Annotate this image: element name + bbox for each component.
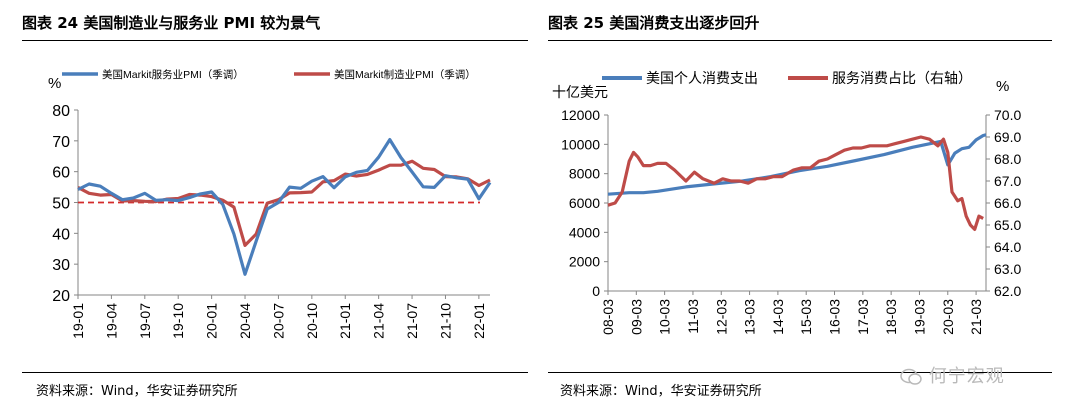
x-tick-label: 13-03 [742, 299, 758, 335]
y-right-tick-label: 62.0 [994, 283, 1021, 299]
x-tick-label: 19-04 [103, 303, 119, 339]
x-tick-label: 22-01 [471, 303, 487, 339]
legend-label: 美国Markit服务业PMI（季调） [102, 68, 244, 81]
y-left-tick-label: 6000 [569, 195, 600, 211]
left-title-rule [22, 40, 528, 41]
x-tick-label: 21-01 [337, 303, 353, 339]
x-tick-label: 11-03 [685, 299, 701, 334]
chart-consumption: 十亿美元 % 0 2000 4000 6000 8000 10000 12000 62.0 63.0… [552, 70, 1021, 335]
y-left-tick-label: 8000 [569, 166, 600, 182]
x-tick-label: 15-03 [798, 299, 814, 335]
x-tick-label: 20-03 [940, 299, 956, 335]
x-tick-label: 10-03 [657, 299, 673, 335]
right-source-note: 资料来源：Wind，华安证券研究所 [560, 384, 762, 399]
y-right-tick-label: 67.0 [994, 173, 1021, 189]
y-tick-label: 80 [52, 103, 70, 120]
right-source-rule [548, 372, 1052, 373]
legend-label: 美国个人消费支出 [646, 70, 758, 86]
x-tick-label: 21-03 [968, 299, 984, 335]
series-line-services-pmi [77, 137, 492, 276]
y-right-tick-label: 70.0 [994, 107, 1021, 123]
y-left-tick-label: 0 [592, 283, 600, 299]
y-tick-label: 60 [52, 165, 70, 182]
y-axis-unit: % [48, 75, 61, 92]
y-right-tick-label: 68.0 [994, 151, 1021, 167]
y-right-tick-label: 63.0 [994, 261, 1021, 277]
x-tick-label: 20-01 [204, 303, 220, 339]
y-axis-left-unit: 十亿美元 [552, 84, 608, 100]
left-source-rule [22, 372, 528, 373]
legend-label: 美国Markit制造业PMI（季调） [334, 68, 476, 81]
left-source-note: 资料来源：Wind，华安证券研究所 [36, 384, 238, 399]
x-tick-label: 20-10 [304, 303, 320, 339]
x-tick-label: 08-03 [600, 299, 616, 335]
right-title-rule [548, 40, 1052, 41]
wechat-icon [900, 368, 922, 386]
y-axis-right-unit: % [996, 78, 1009, 95]
watermark: 何宁宏观 [900, 362, 1005, 388]
x-tick-label: 09-03 [628, 299, 644, 335]
y-left-tick-label: 4000 [569, 224, 600, 240]
x-tick-label: 20-04 [237, 303, 253, 339]
y-right-tick-label: 64.0 [994, 239, 1021, 255]
y-left-tick-label: 12000 [561, 107, 600, 123]
y-right-tick-label: 65.0 [994, 217, 1021, 233]
chart-pmi: % 20 30 40 50 60 70 80 19-01 19-04 19-07 19-10 20-01… [48, 68, 492, 339]
x-tick-label: 21-07 [404, 303, 420, 339]
x-tick-label: 20-07 [270, 303, 286, 339]
x-tick-label: 18-03 [883, 299, 899, 335]
x-tick-label: 12-03 [713, 299, 729, 335]
watermark-text: 何宁宏观 [928, 366, 1005, 387]
x-tick-label: 19-07 [137, 303, 153, 339]
y-left-tick-label: 2000 [569, 254, 600, 270]
y-tick-label: 30 [52, 257, 70, 274]
y-right-tick-label: 69.0 [994, 129, 1021, 145]
x-tick-label: 21-04 [371, 303, 387, 339]
series-line-personal-consumption [607, 133, 987, 196]
x-tick-label: 16-03 [827, 299, 843, 335]
x-tick-label: 21-10 [437, 303, 453, 339]
y-right-tick-label: 66.0 [994, 195, 1021, 211]
y-tick-label: 40 [52, 226, 70, 243]
series-line-services-share [607, 135, 984, 231]
left-figure-title: 图表 24 美国制造业与服务业 PMI 较为景气 [22, 14, 321, 32]
y-tick-label: 20 [52, 288, 70, 305]
y-left-tick-label: 10000 [561, 136, 600, 152]
y-tick-label: 50 [52, 196, 70, 213]
x-tick-label: 19-10 [170, 303, 186, 339]
x-tick-label: 19-01 [70, 303, 86, 339]
right-figure-title: 图表 25 美国消费支出逐步回升 [548, 14, 760, 32]
y-tick-label: 70 [52, 134, 70, 151]
x-tick-label: 17-03 [855, 299, 871, 335]
x-tick-label: 19-03 [911, 299, 927, 335]
legend-label: 服务消费占比（右轴） [832, 70, 972, 86]
x-tick-label: 14-03 [770, 299, 786, 335]
